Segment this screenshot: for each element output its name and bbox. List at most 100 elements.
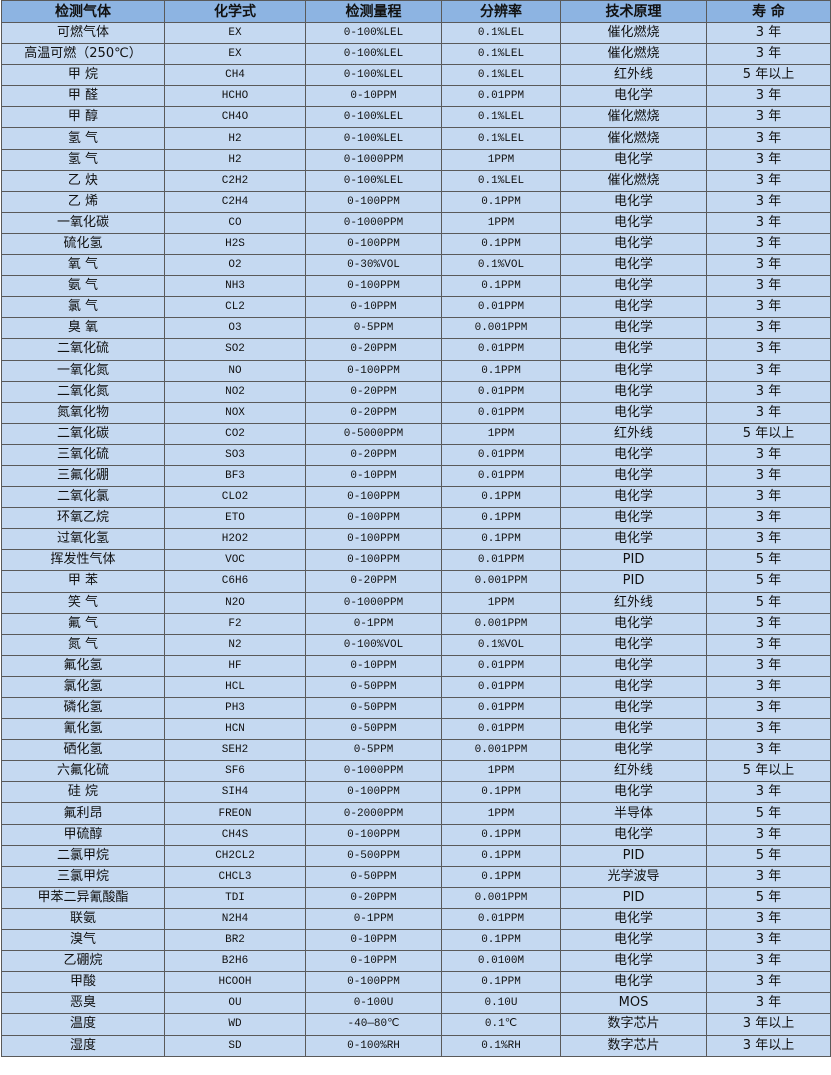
- range-cell: 0-100PPM: [305, 549, 442, 572]
- principle-cell: 电化学: [560, 654, 707, 677]
- table-row: 溴气 BR2 0-10PPM 0.1PPM 电化学 3 年: [1, 929, 831, 952]
- resolution-cell: 0.1PPM: [441, 275, 561, 298]
- table-row: 甲硫醇 CH4S 0-100PPM 0.1PPM 电化学 3 年: [1, 823, 831, 846]
- range-cell: 0-100%RH: [305, 1034, 442, 1057]
- formula-cell: CO2: [164, 422, 306, 445]
- lifespan-cell: 3 年: [706, 380, 831, 403]
- table-row: 氰化氢 HCN 0-50PPM 0.01PPM 电化学 3 年: [1, 718, 831, 741]
- resolution-cell: 0.01PPM: [441, 549, 561, 572]
- range-cell: 0-100PPM: [305, 359, 442, 382]
- gas-cell: 氮氧化物: [1, 401, 165, 424]
- formula-cell: BR2: [164, 929, 306, 952]
- gas-cell: 氨 气: [1, 275, 165, 298]
- table-row: 二氧化硫 SO2 0-20PPM 0.01PPM 电化学 3 年: [1, 338, 831, 361]
- gas-cell: 高温可燃（250℃）: [1, 43, 165, 66]
- resolution-cell: 0.01PPM: [441, 85, 561, 108]
- gas-cell: 氟 气: [1, 612, 165, 635]
- principle-cell: 催化燃烧: [560, 21, 707, 45]
- range-cell: 0-100PPM: [305, 823, 442, 846]
- range-cell: 0-20PPM: [305, 443, 442, 466]
- lifespan-cell: 3 年: [706, 528, 831, 551]
- gas-cell: 一氧化氮: [1, 359, 165, 382]
- lifespan-cell: 3 年: [706, 85, 831, 108]
- principle-cell: MOS: [560, 992, 707, 1015]
- gas-cell: 氢 气: [1, 127, 165, 150]
- lifespan-cell: 3 年: [706, 718, 831, 741]
- gas-cell: 二氧化氮: [1, 380, 165, 403]
- range-cell: 0-1000PPM: [305, 591, 442, 614]
- principle-cell: 电化学: [560, 275, 707, 298]
- table-row: 过氧化氢 H2O2 0-100PPM 0.1PPM 电化学 3 年: [1, 528, 831, 551]
- gas-cell: 二氧化碳: [1, 422, 165, 445]
- principle-cell: 催化燃烧: [560, 106, 707, 129]
- table-row: 联氨 N2H4 0-1PPM 0.01PPM 电化学 3 年: [1, 907, 831, 931]
- table-row: 一氧化氮 NO 0-100PPM 0.1PPM 电化学 3 年: [1, 359, 831, 382]
- resolution-cell: 0.1PPM: [441, 844, 561, 867]
- resolution-cell: 0.01PPM: [441, 907, 561, 931]
- range-cell: 0-100PPM: [305, 528, 442, 551]
- resolution-cell: 0.01PPM: [441, 380, 561, 403]
- gas-cell: 恶臭: [1, 992, 165, 1015]
- formula-cell: CH4S: [164, 823, 306, 846]
- lifespan-cell: 3 年: [706, 43, 831, 66]
- lifespan-cell: 3 年: [706, 950, 831, 973]
- formula-cell: TDI: [164, 886, 306, 909]
- resolution-cell: 0.1PPM: [441, 528, 561, 551]
- resolution-cell: 0.01PPM: [441, 401, 561, 424]
- resolution-cell: 0.1PPM: [441, 781, 561, 804]
- table-row: 氟 气 F2 0-1PPM 0.001PPM 电化学 3 年: [1, 612, 831, 635]
- gas-cell: 硒化氢: [1, 739, 165, 762]
- table-row: 二氧化氮 NO2 0-20PPM 0.01PPM 电化学 3 年: [1, 380, 831, 403]
- range-cell: 0-10PPM: [305, 950, 442, 973]
- table-row: 氟利昂 FREON 0-2000PPM 1PPM 半导体 5 年: [1, 802, 831, 825]
- range-cell: 0-10PPM: [305, 464, 442, 488]
- lifespan-cell: 3 年: [706, 275, 831, 298]
- table-row: 氮氧化物 NOX 0-20PPM 0.01PPM 电化学 3 年: [1, 401, 831, 424]
- principle-cell: 电化学: [560, 507, 707, 530]
- principle-cell: PID: [560, 886, 707, 909]
- gas-cell: 甲 烷: [1, 64, 165, 87]
- gas-cell: 联氨: [1, 907, 165, 931]
- resolution-cell: 0.1PPM: [441, 865, 561, 888]
- range-cell: 0-100%VOL: [305, 633, 442, 656]
- lifespan-cell: 5 年以上: [706, 64, 831, 87]
- table-row: 环氧乙烷 ETO 0-100PPM 0.1PPM 电化学 3 年: [1, 507, 831, 530]
- principle-cell: 电化学: [560, 359, 707, 382]
- range-cell: 0-50PPM: [305, 675, 442, 699]
- resolution-cell: 1PPM: [441, 211, 561, 234]
- resolution-cell: 0.1%LEL: [441, 106, 561, 129]
- table-row: 三氧化硫 SO3 0-20PPM 0.01PPM 电化学 3 年: [1, 443, 831, 466]
- table-row: 硅 烷 SIH4 0-100PPM 0.1PPM 电化学 3 年: [1, 781, 831, 804]
- gas-cell: 三氟化硼: [1, 464, 165, 488]
- formula-cell: EX: [164, 21, 306, 45]
- range-cell: -40—80℃: [305, 1013, 442, 1036]
- principle-cell: 电化学: [560, 675, 707, 699]
- table-row: 二氧化氯 CLO2 0-100PPM 0.1PPM 电化学 3 年: [1, 486, 831, 509]
- gas-cell: 三氯甲烷: [1, 865, 165, 888]
- table-row: 氟化氢 HF 0-10PPM 0.01PPM 电化学 3 年: [1, 654, 831, 677]
- principle-cell: 电化学: [560, 254, 707, 277]
- principle-cell: 数字芯片: [560, 1034, 707, 1057]
- principle-cell: 催化燃烧: [560, 43, 707, 66]
- formula-cell: CL2: [164, 296, 306, 319]
- formula-cell: HCL: [164, 675, 306, 699]
- range-cell: 0-100PPM: [305, 971, 442, 994]
- gas-cell: 甲苯二异氰酸酯: [1, 886, 165, 909]
- lifespan-cell: 3 年: [706, 359, 831, 382]
- resolution-cell: 0.1PPM: [441, 507, 561, 530]
- formula-cell: HCN: [164, 718, 306, 741]
- gas-cell: 二氧化硫: [1, 338, 165, 361]
- lifespan-cell: 3 年: [706, 401, 831, 424]
- formula-cell: HCOOH: [164, 971, 306, 994]
- formula-cell: CH4O: [164, 106, 306, 129]
- lifespan-cell: 3 年: [706, 169, 831, 192]
- lifespan-cell: 3 年: [706, 211, 831, 234]
- formula-cell: VOC: [164, 549, 306, 572]
- range-cell: 0-100%LEL: [305, 127, 442, 150]
- lifespan-cell: 3 年: [706, 464, 831, 488]
- table-row: 湿度 SD 0-100%RH 0.1%RH 数字芯片 3 年以上: [1, 1034, 831, 1057]
- gas-cell: 笑 气: [1, 591, 165, 614]
- lifespan-cell: 3 年: [706, 907, 831, 931]
- lifespan-cell: 3 年: [706, 21, 831, 45]
